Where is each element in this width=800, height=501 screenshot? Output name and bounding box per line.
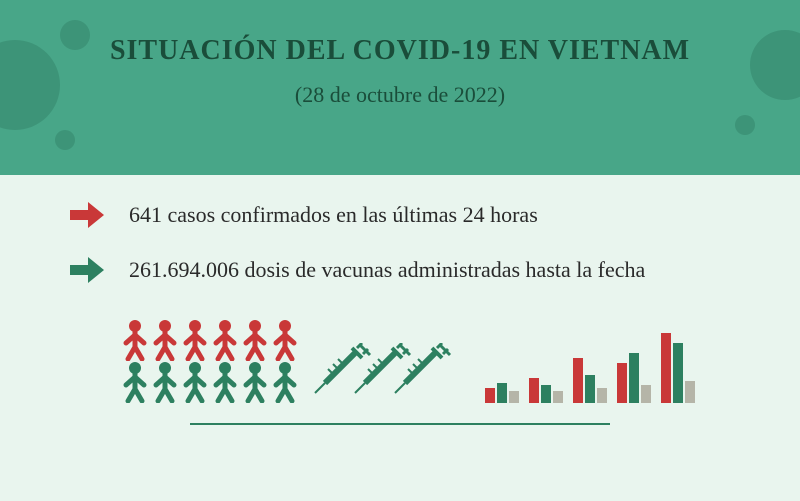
bar [629,353,639,403]
bar-chart-group [490,333,690,403]
person-icon [240,361,270,403]
arrow-icon [70,257,104,283]
main-title: SITUACIÓN DEL COVID-19 EN VIETNAM [0,35,800,67]
header-banner: SITUACIÓN DEL COVID-19 EN VIETNAM (28 de… [0,0,800,175]
people-row [110,319,310,361]
bar [497,383,507,403]
illustrations-row [70,309,730,403]
person-icon [120,319,150,361]
people-icon-group [110,319,310,403]
bar [661,333,671,403]
people-row [110,361,310,403]
bar [641,385,651,403]
bar-cluster [573,358,607,403]
divider-line [190,423,610,425]
bar [617,363,627,403]
bar [573,358,583,403]
bar [585,375,595,403]
bar [685,381,695,403]
bar-cluster [485,383,519,403]
bar-cluster [529,378,563,403]
person-icon [180,319,210,361]
person-icon [150,361,180,403]
content-area: 641 casos confirmados en las últimas 24 … [0,175,800,425]
person-icon [180,361,210,403]
person-icon [270,319,300,361]
person-icon [120,361,150,403]
bar [597,388,607,403]
date-subtitle: (28 de octubre de 2022) [0,82,800,108]
arrow-icon [70,202,104,228]
bar [553,391,563,403]
person-icon [210,319,240,361]
person-icon [240,319,270,361]
bar [529,378,539,403]
stat-row: 261.694.006 dosis de vacunas administrad… [70,255,730,285]
bar [485,388,495,403]
bar-cluster [617,353,651,403]
stat-text: 641 casos confirmados en las últimas 24 … [129,200,538,230]
bar [509,391,519,403]
syringes-svg [310,343,490,403]
person-icon [150,319,180,361]
stat-text: 261.694.006 dosis de vacunas administrad… [129,255,645,285]
person-icon [210,361,240,403]
person-icon [270,361,300,403]
syringe-icon-group [310,343,490,403]
bar [541,385,551,403]
bar [673,343,683,403]
bar-cluster [661,333,695,403]
stat-row: 641 casos confirmados en las últimas 24 … [70,200,730,230]
